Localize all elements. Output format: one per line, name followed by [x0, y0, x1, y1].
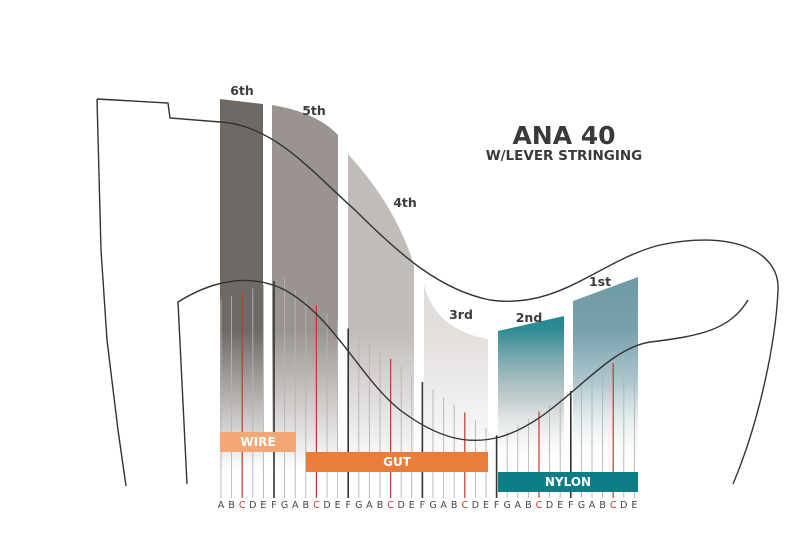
- note-letter: D: [323, 500, 330, 511]
- note-letter: C: [610, 500, 617, 511]
- note-letter: A: [515, 500, 522, 511]
- octave-label-1st: 1st: [589, 274, 611, 289]
- note-letter: D: [249, 500, 256, 511]
- harp-neck-outline: [96, 98, 127, 487]
- note-letter: B: [303, 500, 310, 511]
- note-letter: F: [568, 500, 573, 511]
- material-label-wire: WIRE: [240, 435, 275, 449]
- note-letter: E: [335, 500, 341, 511]
- note-letter: D: [546, 500, 553, 511]
- note-letter: F: [420, 500, 425, 511]
- note-letter: D: [472, 500, 479, 511]
- note-letter: A: [589, 500, 596, 511]
- note-letter: E: [557, 500, 563, 511]
- note-letter: D: [620, 500, 627, 511]
- note-letter: G: [578, 500, 585, 511]
- note-letter: F: [494, 500, 499, 511]
- note-letter: C: [387, 500, 394, 511]
- note-letter: C: [239, 500, 246, 511]
- diagram-subtitle: W/LEVER STRINGING: [486, 148, 643, 164]
- material-label-nylon: NYLON: [545, 475, 591, 489]
- harp-body-outline: [96, 98, 779, 485]
- note-letter: B: [377, 500, 384, 511]
- octave-label-3rd: 3rd: [449, 307, 473, 322]
- note-letter: C: [536, 500, 543, 511]
- note-letter: G: [355, 500, 362, 511]
- diagram-title: ANA 40: [512, 121, 615, 150]
- note-letter: E: [260, 500, 266, 511]
- note-letter: A: [292, 500, 299, 511]
- note-letter: C: [461, 500, 468, 511]
- note-letter: A: [440, 500, 447, 511]
- note-letter: G: [504, 500, 511, 511]
- note-letter: C: [313, 500, 320, 511]
- material-label-gut: GUT: [383, 455, 412, 469]
- note-letter: A: [366, 500, 373, 511]
- note-letter: F: [271, 500, 276, 511]
- note-letter: G: [429, 500, 436, 511]
- note-letter: B: [451, 500, 458, 511]
- material-band-nylon: [498, 472, 638, 492]
- note-letter: F: [345, 500, 350, 511]
- octave-label-5th: 5th: [302, 103, 326, 118]
- note-letter: D: [398, 500, 405, 511]
- octave-label-2nd: 2nd: [516, 310, 543, 325]
- material-band-gut: [306, 452, 488, 472]
- note-letter: E: [483, 500, 489, 511]
- note-letter: E: [631, 500, 637, 511]
- note-letter: G: [281, 500, 288, 511]
- harp-soundboard-outline: [177, 279, 749, 485]
- note-letter: A: [218, 500, 225, 511]
- octave-label-4th: 4th: [393, 195, 417, 210]
- material-band-wire: [220, 432, 296, 452]
- note-letter: E: [409, 500, 415, 511]
- note-letter: B: [228, 500, 235, 511]
- note-letter: B: [599, 500, 606, 511]
- note-letter: B: [525, 500, 532, 511]
- octave-label-6th: 6th: [230, 83, 254, 98]
